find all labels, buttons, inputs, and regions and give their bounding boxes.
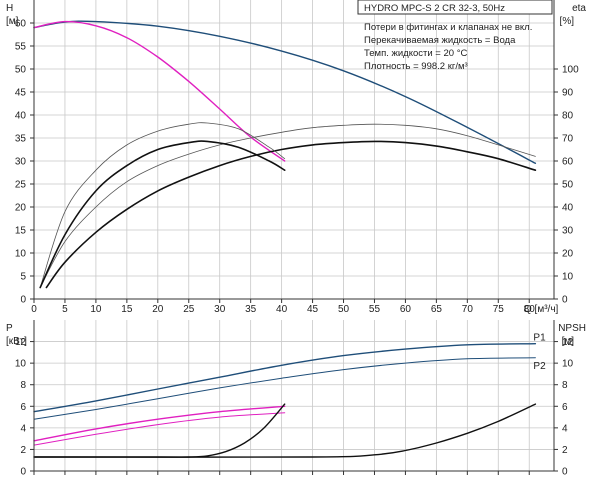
info-line-temperature: Темп. жидкости = 20 °C xyxy=(364,48,467,59)
power-right-tick-label: 4 xyxy=(562,423,568,434)
head-right-tick-label: 20 xyxy=(562,249,574,260)
power-left-tick-label: 0 xyxy=(20,467,26,478)
info-line-losses: Потери в фитингах и клапанах не вкл. xyxy=(364,22,532,33)
power-left-tick-label: 6 xyxy=(20,402,26,413)
power-left-tick-label: 2 xyxy=(20,445,26,456)
head-right-tick-label: 0 xyxy=(562,295,568,306)
head-left-tick-label: 15 xyxy=(15,226,27,237)
head-curve-4 xyxy=(39,122,286,288)
power-curve-0 xyxy=(33,343,537,413)
head-right-tick-label: 90 xyxy=(562,88,574,99)
x-tick-label: 80 xyxy=(524,304,536,315)
x-tick-label: 35 xyxy=(245,304,257,315)
head-right-tick-label: 60 xyxy=(562,157,574,168)
head-right-tick-label: 50 xyxy=(562,180,574,191)
x-tick-label: 10 xyxy=(90,304,102,315)
power-right-tick-label: 12 xyxy=(562,337,574,348)
head-right-tick-label: 100 xyxy=(562,65,579,76)
x-tick-label: 50 xyxy=(338,304,350,315)
x-tick-label: 65 xyxy=(431,304,443,315)
head-right-tick-label: 40 xyxy=(562,203,574,214)
x-tick-label: 40 xyxy=(276,304,288,315)
head-curve-2 xyxy=(39,123,536,288)
head-left-axis-unit: [м] xyxy=(6,16,19,27)
x-tick-label: 15 xyxy=(121,304,133,315)
x-tick-label: 0 xyxy=(31,304,37,315)
x-tick-label: 55 xyxy=(369,304,381,315)
power-right-tick-label: 0 xyxy=(562,467,568,478)
x-tick-label: 70 xyxy=(462,304,474,315)
info-line-fluid: Перекачиваемая жидкость = Вода xyxy=(364,35,516,46)
head-right-axis-title: eta xyxy=(572,3,586,14)
x-tick-label: 25 xyxy=(183,304,195,315)
x-axis-title: Q [м³/ч] xyxy=(524,304,559,315)
head-curve-0 xyxy=(33,20,537,164)
power-right-axis-unit: [м] xyxy=(562,336,575,347)
head-left-tick-label: 40 xyxy=(15,111,27,122)
power-right-tick-label: 10 xyxy=(562,359,574,370)
head-curve-1 xyxy=(33,20,286,162)
power-left-tick-label: 4 xyxy=(20,423,26,434)
x-tick-label: 5 xyxy=(62,304,68,315)
head-curve-3 xyxy=(45,140,537,289)
power-right-tick-label: 8 xyxy=(562,380,568,391)
chart-title: HYDRO MPC-S 2 CR 32-3, 50Hz xyxy=(364,3,505,14)
x-tick-label: 30 xyxy=(214,304,226,315)
title-box xyxy=(357,0,553,15)
head-right-tick-label: 30 xyxy=(562,226,574,237)
head-left-tick-label: 0 xyxy=(20,295,26,306)
info-line-density: Плотность = 998.2 кг/м³ xyxy=(364,61,468,72)
power-left-tick-label: 8 xyxy=(20,380,26,391)
head-left-tick-label: 25 xyxy=(15,180,27,191)
power-curve-1 xyxy=(33,357,536,420)
series-label-p2: P2 xyxy=(533,361,546,372)
power-right-tick-label: 6 xyxy=(562,402,568,413)
x-tick-label: 45 xyxy=(307,304,319,315)
power-right-axis-title: NPSH xyxy=(558,323,586,334)
head-right-tick-label: 80 xyxy=(562,111,574,122)
power-left-tick-label: 12 xyxy=(15,337,27,348)
power-left-axis-unit: [кВт] xyxy=(6,336,27,347)
head-left-tick-label: 60 xyxy=(15,19,27,30)
head-left-tick-label: 30 xyxy=(15,157,27,168)
head-right-tick-label: 10 xyxy=(562,272,574,283)
x-tick-label: 75 xyxy=(493,304,505,315)
head-left-tick-label: 10 xyxy=(15,249,27,260)
power-left-tick-label: 10 xyxy=(15,359,27,370)
power-curve-3 xyxy=(33,412,286,446)
head-left-tick-label: 5 xyxy=(20,272,26,283)
head-right-axis-unit: [%] xyxy=(560,16,575,27)
power-curve-5 xyxy=(33,403,537,458)
series-label-p1: P1 xyxy=(533,333,546,344)
x-tick-label: 60 xyxy=(400,304,412,315)
power-curve-2 xyxy=(33,405,286,442)
head-left-tick-label: 50 xyxy=(15,65,27,76)
x-tick-label: 20 xyxy=(152,304,164,315)
head-curve-5 xyxy=(39,140,286,289)
head-left-axis-title: H xyxy=(6,3,13,14)
head-left-tick-label: 20 xyxy=(15,203,27,214)
head-left-tick-label: 45 xyxy=(15,88,27,99)
head-left-tick-label: 35 xyxy=(15,134,27,145)
head-right-tick-label: 70 xyxy=(562,134,574,145)
power-left-axis-title: P xyxy=(6,323,13,334)
head-left-tick-label: 55 xyxy=(15,42,27,53)
power-right-tick-label: 2 xyxy=(562,445,568,456)
